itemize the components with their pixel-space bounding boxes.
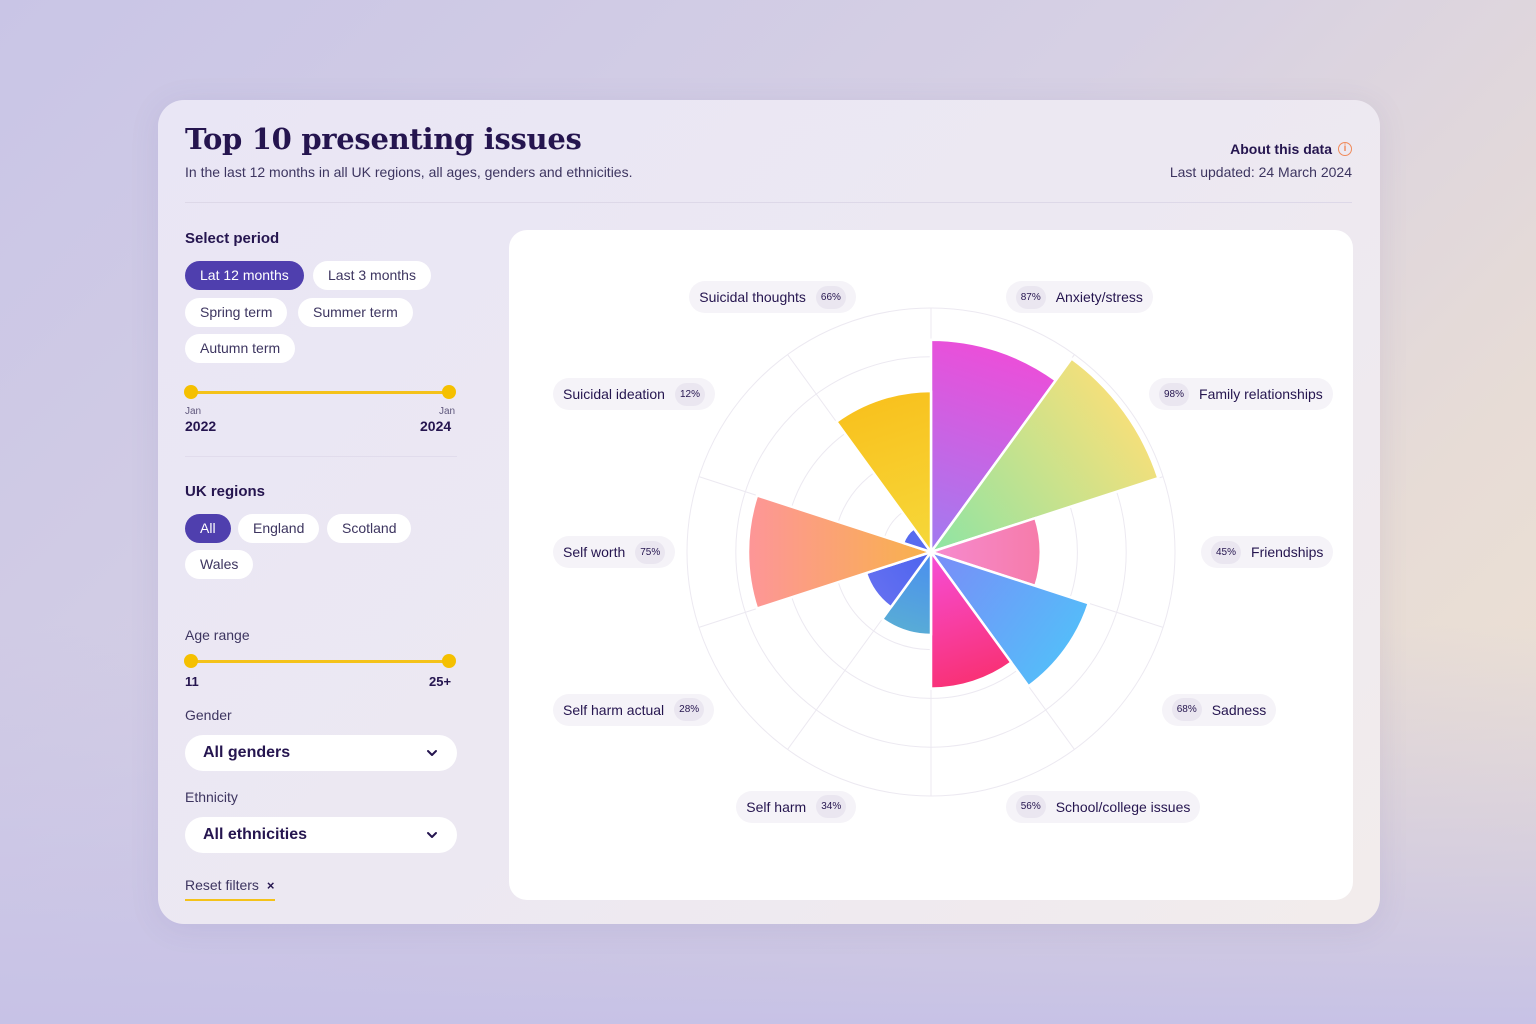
category-percent: 87% <box>1015 285 1046 309</box>
age-min-handle[interactable] <box>184 654 198 668</box>
label-sadness[interactable]: 68% Sadness <box>1161 693 1277 726</box>
category-percent: 75% <box>635 540 666 564</box>
page-title: Top 10 presenting issues <box>185 122 582 156</box>
chevron-down-icon <box>427 832 437 838</box>
regions-label: UK regions <box>185 483 266 500</box>
label-suicidal-thoughts[interactable]: Suicidal thoughts 66% <box>689 281 856 314</box>
label-school-college-issues[interactable]: 56% School/college issues <box>1005 790 1201 823</box>
category-name: Family relationships <box>1199 386 1323 403</box>
region-option-all[interactable]: All <box>185 514 231 543</box>
gender-select[interactable]: All genders <box>185 735 457 771</box>
period-end-handle[interactable] <box>442 385 456 399</box>
period-option-last-12-months[interactable]: Lat 12 months <box>185 261 304 290</box>
wedge-family-relationships[interactable] <box>929 357 1160 554</box>
region-option-england[interactable]: England <box>238 514 320 543</box>
category-name: Anxiety/stress <box>1055 289 1143 306</box>
category-name: Self harm <box>746 798 807 815</box>
period-start-month: Jan <box>185 406 202 417</box>
category-percent: 56% <box>1015 795 1046 819</box>
info-icon: i <box>1338 142 1352 156</box>
category-name: Friendships <box>1251 544 1324 560</box>
label-anxiety-stress[interactable]: 87% Anxiety/stress <box>1005 281 1153 314</box>
about-data-label: About this data <box>1230 141 1332 157</box>
label-friendships[interactable]: 45% Friendships <box>1201 536 1334 568</box>
wedge-suicidal-thoughts[interactable] <box>835 389 933 554</box>
age-range-label: Age range <box>185 627 250 643</box>
age-range-slider[interactable] <box>184 654 456 668</box>
category-percent: 34% <box>816 795 847 819</box>
reset-filters-label: Reset filters <box>185 877 259 893</box>
category-percent: 98% <box>1159 382 1190 406</box>
region-option-scotland[interactable]: Scotland <box>327 514 412 543</box>
wedge-self-worth[interactable] <box>746 494 933 610</box>
wedge-anxiety-stress[interactable] <box>929 338 1058 554</box>
header-divider <box>185 202 1352 203</box>
gender-select-value: All genders <box>203 744 291 761</box>
period-end-month: Jan <box>439 406 456 417</box>
category-percent: 12% <box>674 382 705 406</box>
period-end-year: 2024 <box>420 418 452 434</box>
about-data-link[interactable]: About this data i <box>1230 141 1352 157</box>
label-self-harm[interactable]: Self harm 34% <box>736 790 857 823</box>
page-subtitle: In the last 12 months in all UK regions,… <box>185 164 633 180</box>
category-name: Sadness <box>1211 701 1267 718</box>
category-percent: 28% <box>674 698 705 722</box>
label-family-relationships[interactable]: 98% Family relationships <box>1149 378 1333 411</box>
chevron-down-icon <box>427 750 437 756</box>
category-name: Suicidal ideation <box>563 386 665 403</box>
close-icon: × <box>266 877 275 893</box>
wedge-self-harm[interactable] <box>880 550 933 637</box>
period-option-last-3-months[interactable]: Last 3 months <box>313 261 431 290</box>
period-option-spring-term[interactable]: Spring term <box>185 298 288 327</box>
period-divider <box>185 456 457 457</box>
period-option-autumn-term[interactable]: Autumn term <box>185 334 296 363</box>
wedge-school-college-issues[interactable] <box>929 550 1013 690</box>
last-updated: Last updated: 24 March 2024 <box>1169 164 1352 180</box>
chart-panel: 87% Anxiety/stress 98% Family relationships… <box>509 230 1353 900</box>
period-range-slider[interactable] <box>184 385 456 399</box>
ethnicity-label: Ethnicity <box>185 789 238 805</box>
age-min-value: 11 <box>185 674 199 689</box>
dashboard-card: Top 10 presenting issues In the last 12 … <box>158 100 1380 924</box>
ethnicity-select-value: All ethnicities <box>203 826 308 843</box>
category-name: Suicidal thoughts <box>699 289 806 306</box>
category-name: Self harm actual <box>563 701 665 718</box>
reset-filters-button[interactable]: Reset filters × <box>185 877 275 901</box>
gender-label: Gender <box>185 707 232 723</box>
category-name: School/college issues <box>1055 798 1191 815</box>
age-max-handle[interactable] <box>442 654 456 668</box>
age-max-value: 25+ <box>429 674 452 689</box>
polar-area-chart <box>686 307 1176 797</box>
label-suicidal-ideation[interactable]: Suicidal ideation 12% <box>553 378 715 411</box>
category-percent: 45% <box>1211 540 1242 564</box>
category-name: Self worth <box>563 544 626 560</box>
label-self-harm-actual[interactable]: Self harm actual 28% <box>553 693 715 726</box>
period-label: Select period <box>185 230 280 247</box>
period-start-year: 2022 <box>185 418 217 434</box>
category-percent: 68% <box>1171 698 1202 722</box>
category-percent: 66% <box>815 285 846 309</box>
region-option-wales[interactable]: Wales <box>185 550 254 579</box>
wedge-sadness[interactable] <box>929 550 1091 688</box>
ethnicity-select[interactable]: All ethnicities <box>185 817 457 853</box>
period-option-summer-term[interactable]: Summer term <box>298 298 413 327</box>
label-self-worth[interactable]: Self worth 75% <box>553 536 676 568</box>
period-start-handle[interactable] <box>184 385 198 399</box>
